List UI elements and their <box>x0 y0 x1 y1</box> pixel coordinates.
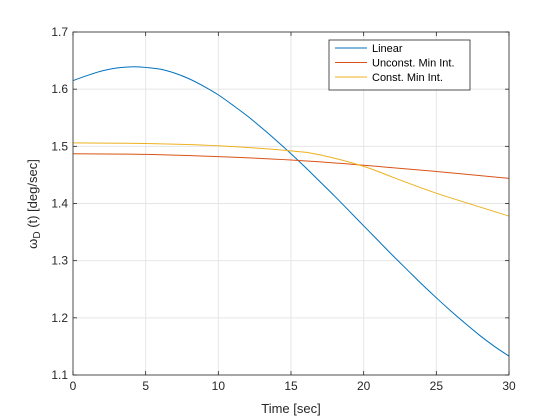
y-tick-label: 1.2 <box>51 311 68 325</box>
legend-entries: Linear Unconst. Min Int. Const. Min Int. <box>335 43 455 84</box>
x-tick-label: 5 <box>142 379 149 393</box>
series-line-unconst-min-int <box>72 153 510 179</box>
y-tick-label: 1.7 <box>51 25 68 39</box>
series-line-const-min-int <box>72 142 510 217</box>
series-line-linear <box>72 66 510 357</box>
axis-ticks: 0 5 10 15 20 25 30 1.1 1.2 1.3 1.4 1.5 1.6 1.7 <box>51 25 516 393</box>
series-lines <box>72 66 510 357</box>
x-tick-label: 20 <box>357 379 371 393</box>
y-tick-label: 1.1 <box>51 368 68 382</box>
legend: Linear Unconst. Min Int. Const. Min Int. <box>328 39 471 91</box>
y-tick-label: 1.6 <box>51 82 68 96</box>
x-tick-label: 0 <box>70 379 77 393</box>
y-tick-label: 1.5 <box>51 139 68 153</box>
y-tick-label: 1.3 <box>51 254 68 268</box>
y-axis-label-subscript: D <box>32 231 43 238</box>
legend-label-unconst-min-int: Unconst. Min Int. <box>372 58 455 70</box>
y-axis-label: ωD (t) [deg/sec] <box>25 159 43 249</box>
x-tick-label: 30 <box>502 379 516 393</box>
y-tick-label: 1.4 <box>51 197 68 211</box>
y-axis-label-symbol: ω <box>25 239 40 249</box>
legend-label-linear: Linear <box>372 43 403 55</box>
x-tick-label: 25 <box>430 379 444 393</box>
x-axis-label: Time [sec] <box>261 401 320 416</box>
legend-label-const-min-int: Const. Min Int. <box>372 72 443 84</box>
x-tick-label: 15 <box>284 379 298 393</box>
y-axis-label-units: (t) [deg/sec] <box>25 159 40 231</box>
x-tick-label: 10 <box>212 379 226 393</box>
